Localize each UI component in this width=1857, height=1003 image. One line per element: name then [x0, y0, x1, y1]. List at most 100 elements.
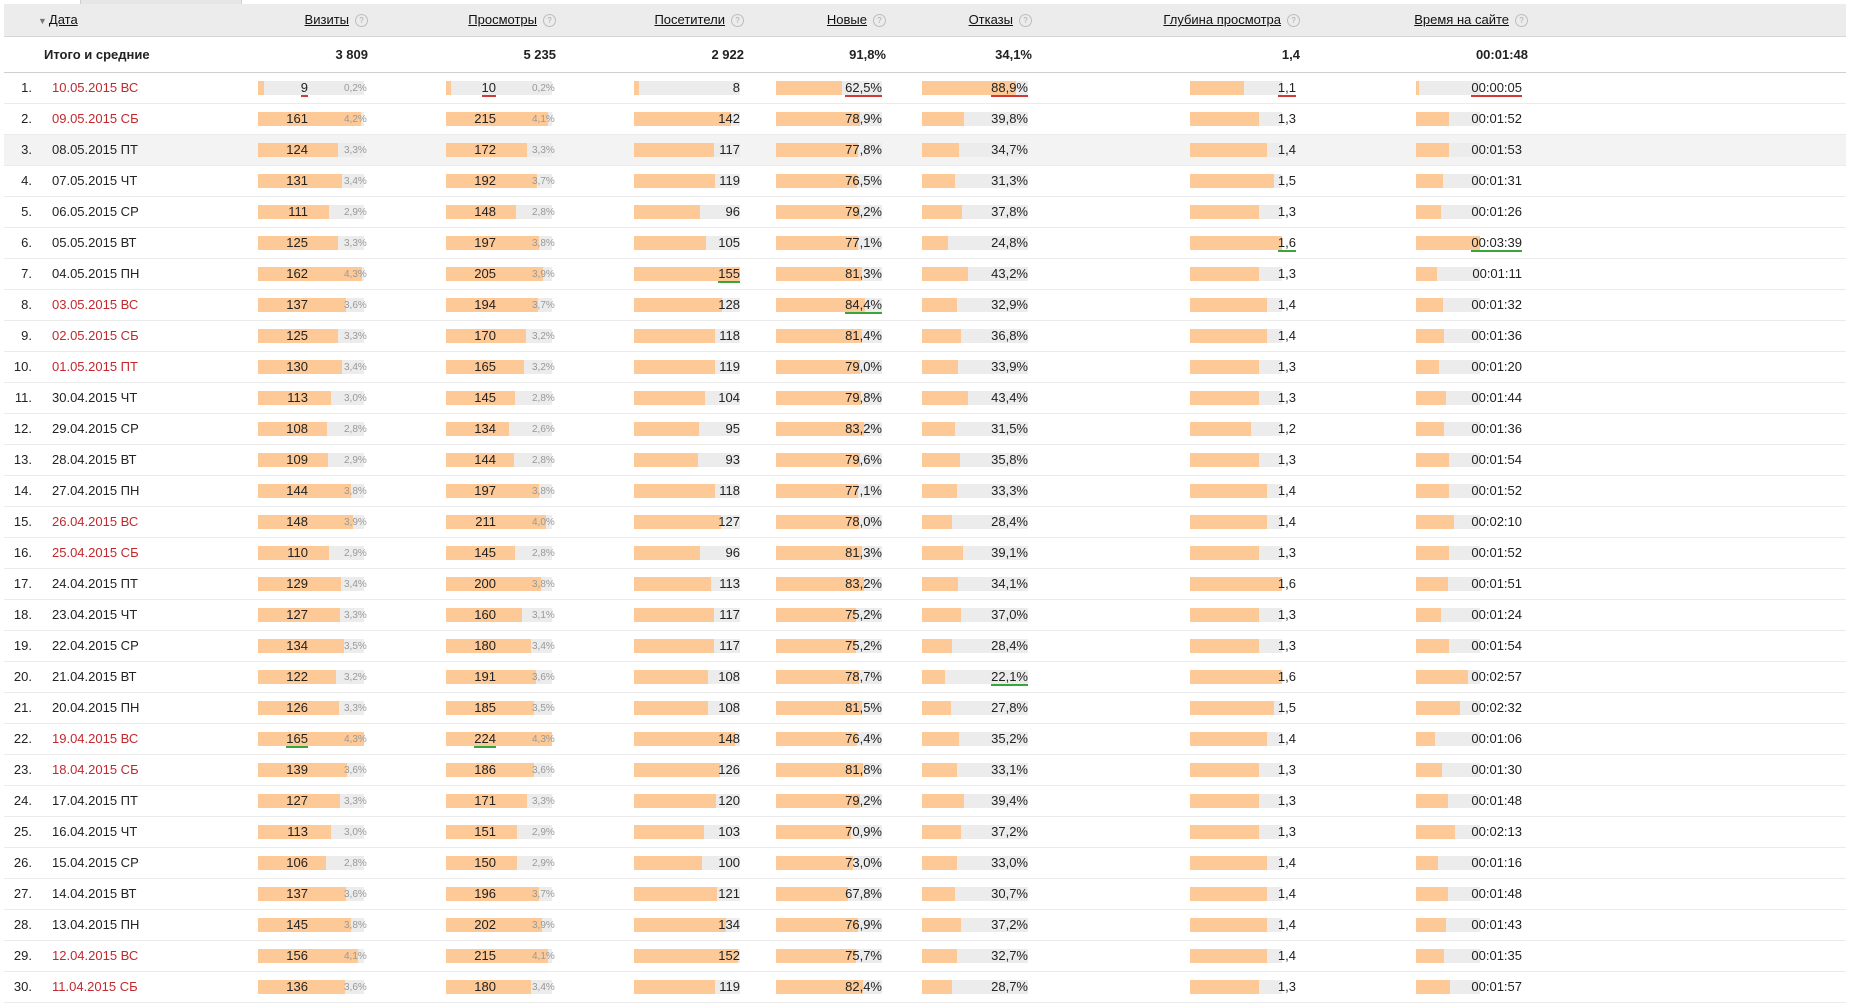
- depth-value: 1,3: [1190, 755, 1296, 785]
- visits-value: 134: [258, 631, 308, 661]
- header-time[interactable]: Время на сайте?: [1404, 4, 1528, 36]
- visits-bar: [258, 918, 364, 932]
- new-bar: [776, 236, 882, 250]
- bounces-value: 39,8%: [922, 104, 1028, 134]
- views-bar: [446, 267, 552, 281]
- bounces-value-text: 33,3%: [991, 483, 1028, 498]
- table-row[interactable]: 12. 29.04.2015 СР 108 2,8% 134 2,6% 95 83,2% 31,…: [4, 414, 1846, 445]
- help-icon[interactable]: ?: [543, 14, 556, 27]
- visits-bar: [258, 701, 364, 715]
- new-bar: [776, 422, 882, 436]
- bounces-value-text: 37,2%: [991, 917, 1028, 932]
- time-value: 00:01:54: [1416, 445, 1522, 475]
- visitors-bar: [634, 608, 740, 622]
- header-date[interactable]: ▼ Дата: [38, 12, 78, 27]
- depth-bar: [1190, 329, 1282, 343]
- depth-bar: [1190, 763, 1282, 777]
- new-value-text: 79,0%: [845, 359, 882, 374]
- time-bar: [1416, 577, 1480, 591]
- table-row[interactable]: 8. 03.05.2015 ВС 137 3,6% 194 3,7% 128 84,4% 32,…: [4, 290, 1846, 321]
- views-value: 180: [446, 631, 496, 661]
- header-depth[interactable]: Глубина просмотра?: [1154, 4, 1300, 36]
- bounces-value: 88,9%: [922, 73, 1028, 103]
- new-bar-fill: [776, 515, 859, 529]
- table-row[interactable]: 4. 07.05.2015 ЧТ 131 3,4% 192 3,7% 119 76,5% 31,…: [4, 166, 1846, 197]
- time-value-text: 00:01:36: [1471, 328, 1522, 343]
- views-bar-fill: [446, 918, 542, 932]
- header-new[interactable]: Новые?: [824, 4, 886, 36]
- table-row[interactable]: 22. 19.04.2015 ВС 165 4,3% 224 4,3% 148 76,4% 35…: [4, 724, 1846, 755]
- row-index: 9.: [21, 328, 32, 343]
- help-icon[interactable]: ?: [731, 14, 744, 27]
- depth-bar: [1190, 577, 1282, 591]
- table-row[interactable]: 26. 15.04.2015 СР 106 2,8% 150 2,9% 100 73,0% 33…: [4, 848, 1846, 879]
- table-row[interactable]: 19. 22.04.2015 СР 134 3,5% 180 3,4% 117 75,2% 28…: [4, 631, 1846, 662]
- table-row[interactable]: 5. 06.05.2015 СР 111 2,9% 148 2,8% 96 79,2% 37,8…: [4, 197, 1846, 228]
- table-row[interactable]: 15. 26.04.2015 ВС 148 3,9% 211 4,0% 127 78,0% 28…: [4, 507, 1846, 538]
- time-bar: [1416, 391, 1480, 405]
- table-row[interactable]: 6. 05.05.2015 ВТ 125 3,3% 197 3,8% 105 77,1% 24,…: [4, 228, 1846, 259]
- table-row[interactable]: 10. 01.05.2015 ПТ 130 3,4% 165 3,2% 119 79,0% 33…: [4, 352, 1846, 383]
- views-share: 2,9%: [532, 858, 555, 869]
- bounces-value: 36,8%: [922, 321, 1028, 351]
- depth-bar: [1190, 701, 1282, 715]
- visits-share: 0,2%: [344, 83, 367, 94]
- time-bar-fill: [1416, 577, 1448, 591]
- table-row[interactable]: 24. 17.04.2015 ПТ 127 3,3% 171 3,3% 120 79,2% 39…: [4, 786, 1846, 817]
- visits-share: 2,9%: [344, 207, 367, 218]
- table-row[interactable]: 27. 14.04.2015 ВТ 137 3,6% 196 3,7% 121 67,8% 30…: [4, 879, 1846, 910]
- depth-value: 1,6: [1190, 228, 1296, 258]
- new-bar: [776, 639, 882, 653]
- views-bar: [446, 763, 552, 777]
- views-bar-fill: [446, 546, 515, 560]
- table-row[interactable]: 28. 13.04.2015 ПН 145 3,8% 202 3,9% 134 76,9% 37…: [4, 910, 1846, 941]
- new-value-text: 75,2%: [845, 607, 882, 622]
- header-visitors[interactable]: Посетители?: [654, 4, 744, 36]
- views-value: 150: [446, 848, 496, 878]
- help-icon[interactable]: ?: [1287, 14, 1300, 27]
- table-row[interactable]: 11. 30.04.2015 ЧТ 113 3,0% 145 2,8% 104 79,8% 43…: [4, 383, 1846, 414]
- table-row[interactable]: 23. 18.04.2015 СБ 139 3,6% 186 3,6% 126 81,8% 33…: [4, 755, 1846, 786]
- help-icon[interactable]: ?: [873, 14, 886, 27]
- table-row[interactable]: 30. 11.04.2015 СБ 136 3,6% 180 3,4% 119 82,4% 28…: [4, 972, 1846, 1003]
- views-share: 3,9%: [532, 269, 555, 280]
- row-index: 29.: [13, 948, 32, 963]
- row-index: 10.: [13, 359, 32, 374]
- depth-bar: [1190, 174, 1282, 188]
- help-icon[interactable]: ?: [1019, 14, 1032, 27]
- table-row[interactable]: 2. 09.05.2015 СБ 161 4,2% 215 4,1% 142 78,9% 39,…: [4, 104, 1846, 135]
- help-icon[interactable]: ?: [355, 14, 368, 27]
- table-row[interactable]: 9. 02.05.2015 СБ 125 3,3% 170 3,2% 118 81,4% 36,…: [4, 321, 1846, 352]
- table-row[interactable]: 1. 10.05.2015 ВС 9 0,2% 10 0,2% 8 62,5% 88,9% 1,1…: [4, 73, 1846, 104]
- table-row[interactable]: 29. 12.04.2015 ВС 156 4,1% 215 4,1% 152 75,7% 32…: [4, 941, 1846, 972]
- visitors-value-text: 118: [719, 328, 740, 343]
- visits-share: 4,2%: [344, 114, 367, 125]
- header-bounces[interactable]: Отказы?: [964, 4, 1032, 36]
- visits-value: 165: [258, 724, 308, 754]
- visitors-value-text: 108: [718, 669, 740, 684]
- visits-bar-fill: [258, 391, 331, 405]
- visitors-value-text: 152: [718, 948, 740, 963]
- table-row[interactable]: 3. 08.05.2015 ПТ 124 3,3% 172 3,3% 117 77,8% 34,…: [4, 135, 1846, 166]
- time-bar: [1416, 887, 1480, 901]
- table-row[interactable]: 16. 25.04.2015 СБ 110 2,9% 145 2,8% 96 81,3% 39,…: [4, 538, 1846, 569]
- table-row[interactable]: 17. 24.04.2015 ПТ 129 3,4% 200 3,8% 113 83,2% 34…: [4, 569, 1846, 600]
- time-bar: [1416, 205, 1480, 219]
- time-value: 00:01:30: [1416, 755, 1522, 785]
- visitors-bar: [634, 546, 740, 560]
- visits-bar-fill: [258, 112, 361, 126]
- header-views[interactable]: Просмотры?: [466, 4, 556, 36]
- table-row[interactable]: 25. 16.04.2015 ЧТ 113 3,0% 151 2,9% 103 70,9% 37…: [4, 817, 1846, 848]
- table-row[interactable]: 14. 27.04.2015 ПН 144 3,8% 197 3,8% 118 77,1% 33…: [4, 476, 1846, 507]
- table-row[interactable]: 20. 21.04.2015 ВТ 122 3,2% 191 3,6% 108 78,7% 22…: [4, 662, 1846, 693]
- depth-value-text: 1,4: [1277, 948, 1296, 963]
- table-row[interactable]: 21. 20.04.2015 ПН 126 3,3% 185 3,5% 108 81,5% 27…: [4, 693, 1846, 724]
- visits-value-text: 139: [286, 762, 308, 777]
- help-icon[interactable]: ?: [1515, 14, 1528, 27]
- table-row[interactable]: 18. 23.04.2015 ЧТ 127 3,3% 160 3,1% 117 75,2% 37…: [4, 600, 1846, 631]
- header-visits[interactable]: Визиты?: [304, 4, 368, 36]
- visits-bar-fill: [258, 143, 338, 157]
- table-row[interactable]: 7. 04.05.2015 ПН 162 4,3% 205 3,9% 155 81,3% 43,…: [4, 259, 1846, 290]
- table-row[interactable]: 13. 28.04.2015 ВТ 109 2,9% 144 2,8% 93 79,6% 35,…: [4, 445, 1846, 476]
- depth-value: 1,3: [1190, 631, 1296, 661]
